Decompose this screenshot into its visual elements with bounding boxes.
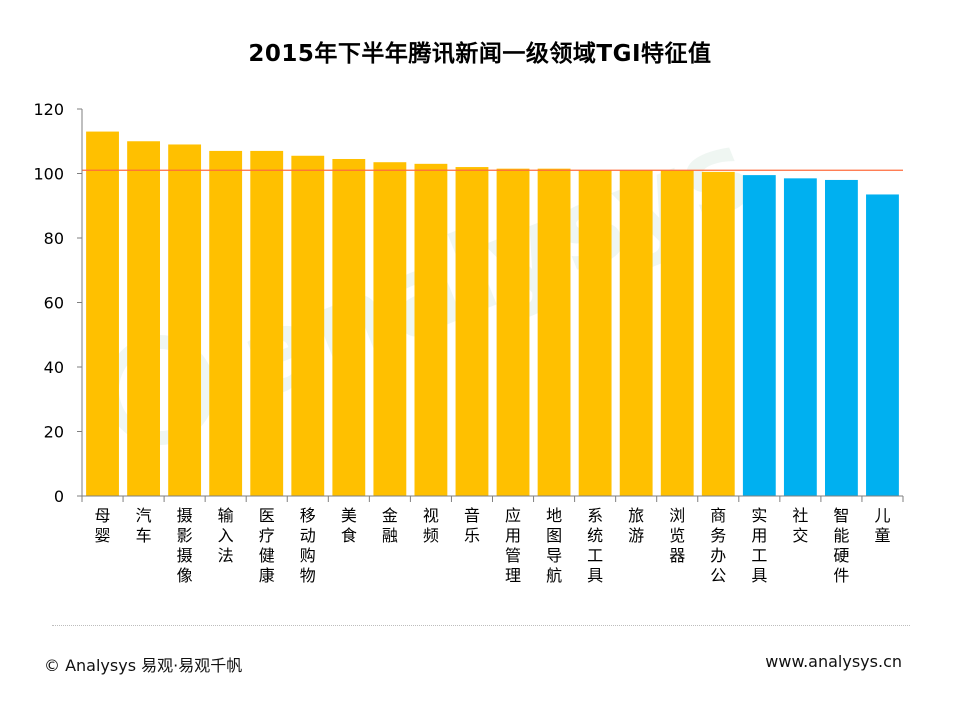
x-category-label: 汽车 bbox=[136, 506, 152, 545]
x-category-label: 母婴 bbox=[95, 506, 111, 545]
y-tick-label: 20 bbox=[44, 423, 64, 442]
bar-社交 bbox=[783, 178, 817, 496]
bar-视频 bbox=[414, 163, 448, 496]
y-tick-label: 60 bbox=[44, 294, 64, 313]
y-tick-label: 0 bbox=[54, 487, 64, 506]
footer-divider bbox=[52, 625, 910, 626]
bar-浏览器 bbox=[660, 170, 694, 496]
chart-title: 2015年下半年腾讯新闻一级领域TGI特征值 bbox=[248, 41, 712, 67]
x-category-label: 系统工具 bbox=[587, 506, 603, 585]
x-category-label: 摄影摄像 bbox=[177, 506, 193, 585]
x-category-label: 商务办公 bbox=[710, 506, 726, 585]
x-category-label: 美食 bbox=[341, 506, 357, 545]
x-category-label: 儿童 bbox=[874, 506, 890, 545]
bar-商务办公 bbox=[701, 171, 735, 496]
y-tick-label: 80 bbox=[44, 229, 64, 248]
bar-母婴 bbox=[86, 131, 119, 496]
bar-旅游 bbox=[619, 170, 653, 496]
x-category-label: 输入法 bbox=[218, 506, 234, 565]
x-category-label: 社交 bbox=[792, 506, 808, 545]
x-category-label: 智能硬件 bbox=[833, 506, 849, 585]
website-link[interactable]: www.analysys.cn bbox=[765, 652, 902, 671]
x-category-label: 医疗健康 bbox=[259, 506, 275, 585]
copyright-text: © Analysys 易观·易观千帆 bbox=[44, 656, 243, 675]
bar-儿童 bbox=[866, 194, 899, 496]
x-category-label: 金融 bbox=[382, 506, 398, 545]
bar-智能硬件 bbox=[825, 179, 858, 496]
bar-汽车 bbox=[127, 141, 160, 496]
bar-系统工具 bbox=[578, 170, 612, 496]
x-category-label: 浏览器 bbox=[669, 506, 685, 565]
x-category-label: 应用管理 bbox=[505, 506, 521, 585]
bar-摄影摄像 bbox=[168, 144, 202, 497]
x-category-label: 地图导航 bbox=[546, 506, 562, 585]
bar-实用工具 bbox=[742, 175, 776, 497]
x-category-label: 实用工具 bbox=[751, 506, 767, 585]
x-category-label: 移动购物 bbox=[300, 506, 316, 585]
bar-医疗健康 bbox=[250, 150, 284, 497]
x-category-label: 视频 bbox=[423, 506, 439, 545]
y-tick-label: 100 bbox=[33, 165, 64, 184]
bar-美食 bbox=[332, 158, 366, 497]
bar-输入法 bbox=[209, 150, 243, 497]
bar-地图导航 bbox=[537, 168, 571, 496]
bar-移动购物 bbox=[291, 155, 325, 496]
bar-应用管理 bbox=[496, 168, 530, 496]
bar-音乐 bbox=[455, 167, 489, 497]
y-tick-label: 40 bbox=[44, 358, 64, 377]
x-category-label: 旅游 bbox=[628, 506, 644, 545]
y-tick-label: 120 bbox=[33, 100, 64, 119]
x-category-label: 音乐 bbox=[464, 506, 480, 545]
bar-金融 bbox=[373, 162, 407, 496]
